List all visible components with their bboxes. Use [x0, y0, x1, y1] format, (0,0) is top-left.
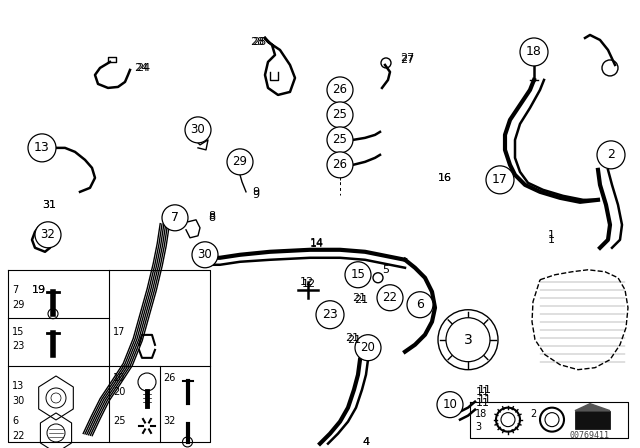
Text: 9: 9 [252, 187, 259, 197]
Text: 17: 17 [492, 173, 508, 186]
Text: 11: 11 [476, 398, 490, 408]
Text: 10: 10 [113, 373, 125, 383]
Circle shape [185, 117, 211, 143]
Text: 3: 3 [463, 333, 472, 347]
Text: 27: 27 [400, 53, 414, 63]
Text: 22: 22 [383, 291, 397, 304]
Text: 9: 9 [252, 190, 259, 200]
Text: 21: 21 [354, 295, 368, 305]
Circle shape [327, 127, 353, 153]
Text: 6: 6 [416, 298, 424, 311]
Circle shape [355, 335, 381, 361]
Circle shape [520, 38, 548, 66]
Text: 11: 11 [478, 395, 492, 405]
Circle shape [327, 77, 353, 103]
Text: 11: 11 [476, 387, 490, 396]
Text: 22: 22 [12, 431, 24, 441]
Text: 23: 23 [12, 341, 24, 351]
Text: 31: 31 [42, 200, 56, 210]
Text: 26: 26 [333, 83, 348, 96]
Text: 25: 25 [333, 108, 348, 121]
Text: 1: 1 [548, 230, 555, 240]
Circle shape [345, 262, 371, 288]
Text: 13: 13 [34, 142, 50, 155]
Text: 23: 23 [322, 308, 338, 321]
Text: 21: 21 [347, 335, 361, 345]
Text: 12: 12 [300, 277, 314, 287]
Circle shape [227, 149, 253, 175]
Text: 30: 30 [198, 248, 212, 261]
Text: 00769411: 00769411 [570, 431, 610, 439]
Text: 5: 5 [382, 265, 389, 275]
Text: 2: 2 [607, 148, 615, 161]
Text: 1: 1 [548, 235, 555, 245]
Circle shape [486, 166, 514, 194]
Text: 8: 8 [208, 213, 215, 223]
Text: 15: 15 [351, 268, 365, 281]
Text: 2: 2 [530, 409, 536, 418]
Text: 20: 20 [360, 341, 376, 354]
Text: 24: 24 [134, 63, 148, 73]
Text: 14: 14 [310, 239, 324, 249]
Text: 19: 19 [32, 285, 46, 295]
Text: 16: 16 [438, 173, 452, 183]
Polygon shape [575, 404, 610, 411]
Circle shape [35, 222, 61, 248]
Text: 26: 26 [333, 158, 348, 172]
Circle shape [192, 242, 218, 268]
Text: 14: 14 [310, 238, 324, 248]
Text: 26: 26 [163, 373, 176, 383]
Text: 10: 10 [443, 398, 458, 411]
Circle shape [437, 392, 463, 418]
Text: 21: 21 [345, 333, 359, 343]
Text: 7: 7 [171, 211, 179, 224]
Text: 4: 4 [362, 437, 369, 447]
Circle shape [316, 301, 344, 329]
Text: 7: 7 [12, 285, 19, 295]
Text: 4: 4 [362, 437, 369, 447]
Text: 17: 17 [113, 327, 125, 337]
Text: 20: 20 [113, 387, 125, 397]
Text: 29: 29 [12, 300, 24, 310]
Text: 15: 15 [12, 327, 24, 337]
Text: 32: 32 [163, 416, 176, 426]
Circle shape [377, 285, 403, 311]
Text: 25: 25 [113, 416, 125, 426]
Text: 25: 25 [333, 134, 348, 146]
Text: 28: 28 [250, 37, 264, 47]
Circle shape [446, 318, 490, 362]
Text: 6: 6 [12, 416, 18, 426]
Text: 27: 27 [400, 55, 414, 65]
Text: 19: 19 [32, 285, 46, 295]
Circle shape [327, 102, 353, 128]
Text: 13: 13 [12, 381, 24, 391]
Text: 11: 11 [478, 385, 492, 395]
Circle shape [597, 141, 625, 169]
Text: 29: 29 [232, 155, 248, 168]
Text: 16: 16 [438, 173, 452, 183]
Text: 28: 28 [252, 37, 266, 47]
Text: 3: 3 [475, 422, 481, 431]
Text: 18: 18 [526, 45, 542, 58]
Text: 24: 24 [136, 63, 150, 73]
Circle shape [28, 134, 56, 162]
Text: 8: 8 [208, 211, 215, 221]
Text: 30: 30 [191, 123, 205, 136]
Text: 32: 32 [40, 228, 56, 241]
FancyBboxPatch shape [575, 411, 610, 429]
Text: 12: 12 [302, 279, 316, 289]
Text: 31: 31 [42, 200, 56, 210]
Circle shape [162, 205, 188, 231]
Text: 30: 30 [12, 396, 24, 406]
Circle shape [407, 292, 433, 318]
Circle shape [327, 152, 353, 178]
Text: 21: 21 [352, 293, 366, 303]
Text: 18: 18 [475, 409, 487, 418]
